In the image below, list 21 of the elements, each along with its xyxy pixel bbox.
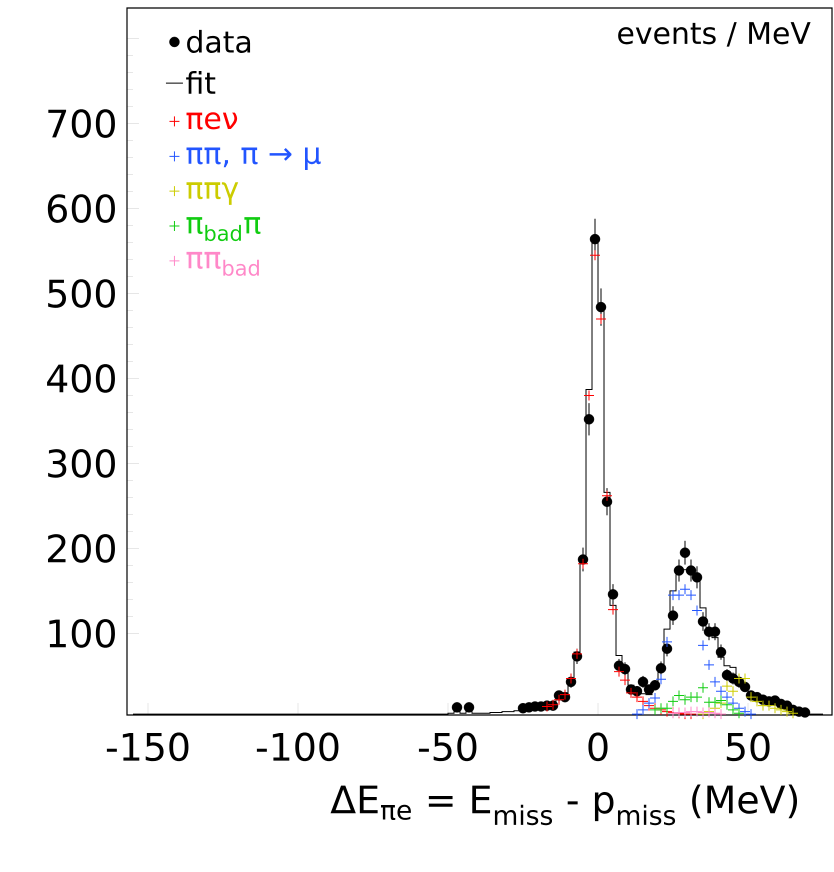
legend-label: ππ, π → μ (186, 147, 321, 170)
legend-label: π$_{bad}$π (186, 217, 260, 242)
legend-label: fit (186, 71, 216, 94)
legend-label: ππγ (186, 182, 238, 205)
x-tick-label: 50 (726, 732, 770, 762)
y-tick-label: 300 (48, 449, 115, 478)
legend-label: ππ$_{bad}$ (186, 252, 259, 276)
y-tick-label: 400 (47, 364, 115, 393)
y-tick-label: 600 (48, 194, 115, 223)
y-tick-label: 500 (48, 279, 115, 308)
x-tick-label: -150 (106, 732, 188, 762)
legend-label: data (187, 30, 250, 53)
x-axis-title: ΔE$_{πe}$ = E$_{miss}$ - p$_{miss}$ (MeV) (330, 784, 798, 826)
x-tick-label: -50 (418, 732, 476, 762)
x-tick-label: -100 (256, 732, 338, 762)
x-tick-label: 0 (588, 732, 608, 762)
y-tick-label: 200 (48, 534, 115, 563)
y-tick-label: 700 (48, 109, 115, 138)
legend-label: πeν (186, 112, 238, 130)
y-tick-label: 100 (49, 619, 115, 648)
y-axis-title: events / MeV (618, 22, 811, 47)
